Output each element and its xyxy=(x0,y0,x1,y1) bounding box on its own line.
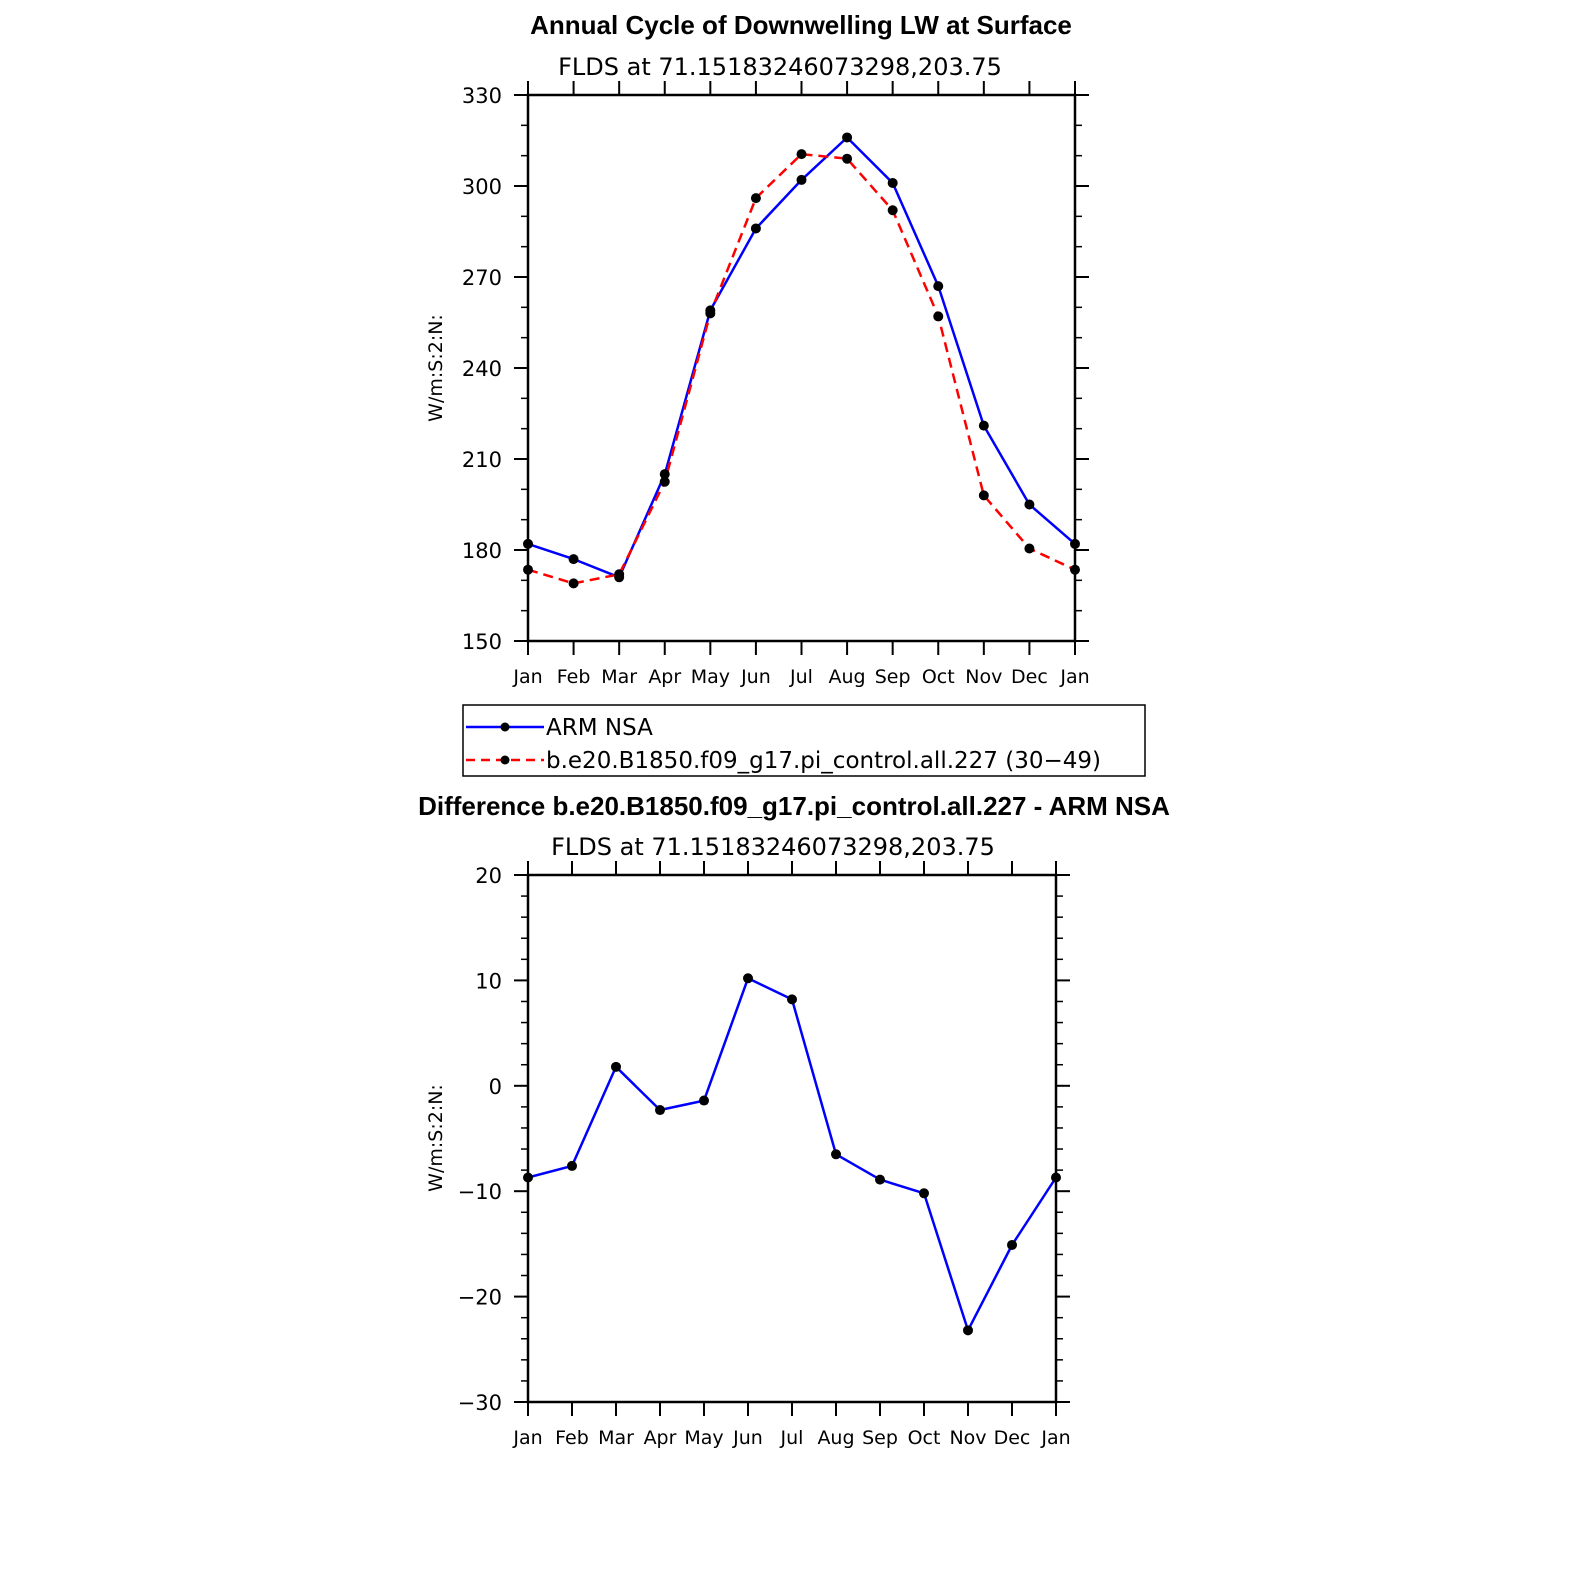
chart1-series-0-point xyxy=(796,174,807,185)
chart1-x-tick-label: Nov xyxy=(965,666,1002,688)
legend-marker-arm-nsa xyxy=(500,722,510,732)
chart1-series-0-point xyxy=(978,420,989,431)
chart2-y-tick-label: 0 xyxy=(489,1075,502,1099)
chart1-y-axis-label: W/m:S:2:N: xyxy=(425,314,447,422)
chart1-x-tick-label: Oct xyxy=(922,666,955,688)
chart2-series-0-point xyxy=(567,1160,577,1171)
chart2-x-tick-label: May xyxy=(684,1427,723,1449)
chart1-series-1-point xyxy=(659,476,670,487)
chart2-series-0-point xyxy=(831,1149,841,1160)
legend-box xyxy=(462,704,1146,777)
chart2-series-0-point xyxy=(1007,1239,1017,1250)
chart1-x-tick-label: Jun xyxy=(740,666,771,688)
chart2-plot-frame xyxy=(526,873,1058,1404)
chart1-x-tick-label: Jan xyxy=(512,666,542,688)
chart2-x-tick-label: Mar xyxy=(598,1427,634,1449)
chart1-x-tick-label: Jul xyxy=(789,666,813,688)
chart2-series-0-point xyxy=(611,1061,621,1072)
chart1-series-1-point xyxy=(705,308,716,319)
chart2-series-0-line xyxy=(527,977,1058,1332)
chart1-title: Annual Cycle of Downwelling LW at Surfac… xyxy=(530,10,1072,40)
chart2-title: Difference b.e20.B1850.f09_g17.pi_contro… xyxy=(418,791,1170,821)
chart2-x-tick-label: Aug xyxy=(817,1427,854,1449)
chart1-series-1-point xyxy=(523,564,533,575)
chart1-series-1-point xyxy=(933,311,944,322)
chart2-series-0-point xyxy=(655,1105,665,1116)
chart1-series-0-point xyxy=(568,554,579,565)
chart1-series-0-point xyxy=(1024,499,1035,510)
legend-label-model: b.e20.B1850.f09_g17.pi_control.all.227 (… xyxy=(546,748,1101,774)
chart1-y-tick-label: 240 xyxy=(462,357,502,381)
chart1-x-tick-label: Mar xyxy=(601,666,637,688)
chart1-y-tick-label: 300 xyxy=(462,175,502,199)
chart1-series-0-point xyxy=(1070,538,1080,549)
chart1-series-1-point xyxy=(750,193,761,204)
chart2-series-0-point xyxy=(875,1174,885,1185)
chart2-x-tick-label: Oct xyxy=(908,1427,941,1449)
chart1-series-0-point xyxy=(842,132,853,143)
chart2-y-tick-label: 20 xyxy=(475,864,502,888)
chart2-y-axis-label: W/m:S:2:N: xyxy=(425,1084,447,1192)
chart1-series-1-point xyxy=(842,153,853,164)
chart1-legend: ARM NSA b.e20.B1850.f09_g17.pi_control.a… xyxy=(462,704,1146,777)
chart2-series-0-point xyxy=(963,1325,973,1336)
chart2-x-tick-label: Feb xyxy=(555,1427,589,1449)
chart2-series-0-point xyxy=(699,1095,709,1106)
difference-chart: Difference b.e20.B1850.f09_g17.pi_contro… xyxy=(418,791,1170,1449)
chart2-x-tick-label: Dec xyxy=(994,1427,1031,1449)
chart2-x-tick-label: Jan xyxy=(1040,1427,1070,1449)
legend-marker-model xyxy=(500,755,510,765)
chart1-series-0-line xyxy=(527,136,1076,579)
chart1-y-tick-label: 330 xyxy=(462,84,502,108)
chart2-y-tick-label: −10 xyxy=(458,1180,502,1204)
chart1-series-1-point xyxy=(796,149,807,160)
chart2-series-0-point xyxy=(743,973,753,984)
chart1-series-1-line xyxy=(527,152,1076,585)
chart1-y-tick-label: 210 xyxy=(462,448,502,472)
chart1-y-tick-label: 150 xyxy=(462,630,502,654)
chart1-axes: 150 180 210 240 270 300 330 Jan Feb Mar Apr May Jun J… xyxy=(462,81,1090,688)
chart1-y-tick-label: 180 xyxy=(462,539,502,563)
chart1-x-tick-label: Feb xyxy=(557,666,591,688)
chart1-series-1-point xyxy=(1070,564,1080,575)
chart2-y-tick-label: −20 xyxy=(458,1286,502,1310)
chart1-y-tick-label: 270 xyxy=(462,266,502,290)
chart2-subtitle: FLDS at 71.15183246073298,203.75 xyxy=(551,833,995,861)
chart1-series-1-point xyxy=(614,569,625,580)
chart2-x-tick-label: Jan xyxy=(512,1427,542,1449)
chart2-series-0-point xyxy=(523,1172,533,1183)
chart2-series-group xyxy=(523,973,1061,1336)
chart1-x-tick-label: Sep xyxy=(875,666,911,688)
chart2-x-tick-label: Nov xyxy=(949,1427,986,1449)
chart2-series-0-point xyxy=(787,994,797,1005)
chart2-x-tick-label: Apr xyxy=(644,1427,677,1449)
chart1-series-1-point xyxy=(568,578,579,589)
chart1-x-tick-label: Dec xyxy=(1011,666,1048,688)
chart1-series-1-point xyxy=(1024,543,1035,554)
chart1-subtitle: FLDS at 71.15183246073298,203.75 xyxy=(558,53,1002,81)
chart2-x-tick-label: Jul xyxy=(780,1427,804,1449)
chart1-series-1-point xyxy=(978,490,989,501)
chart2-x-tick-label: Jun xyxy=(732,1427,763,1449)
chart2-x-tick-label: Sep xyxy=(862,1427,898,1449)
chart1-x-tick-label: Jan xyxy=(1059,666,1089,688)
chart1-x-tick-label: May xyxy=(691,666,730,688)
chart1-series-1-point xyxy=(887,205,898,216)
chart1-series-0-point xyxy=(659,469,670,480)
chart1-series-group xyxy=(523,132,1080,589)
chart2-axes: −30 −20 −10 0 10 20 Jan Feb Mar Apr May Jun Jul Aug Se… xyxy=(458,861,1071,1449)
annual-cycle-chart: Annual Cycle of Downwelling LW at Surfac… xyxy=(425,10,1146,777)
chart2-y-tick-label: −30 xyxy=(458,1391,502,1415)
chart1-series-0-point xyxy=(887,177,898,188)
chart1-series-0-point xyxy=(523,538,533,549)
chart2-series-0-point xyxy=(919,1188,929,1199)
chart1-x-tick-label: Apr xyxy=(648,666,681,688)
chart2-y-tick-label: 10 xyxy=(475,969,502,993)
chart1-series-0-point xyxy=(933,281,944,292)
chart1-x-tick-label: Aug xyxy=(829,666,866,688)
legend-label-arm-nsa: ARM NSA xyxy=(546,715,653,741)
chart1-series-0-point xyxy=(750,223,761,234)
chart2-series-0-point xyxy=(1051,1172,1061,1183)
